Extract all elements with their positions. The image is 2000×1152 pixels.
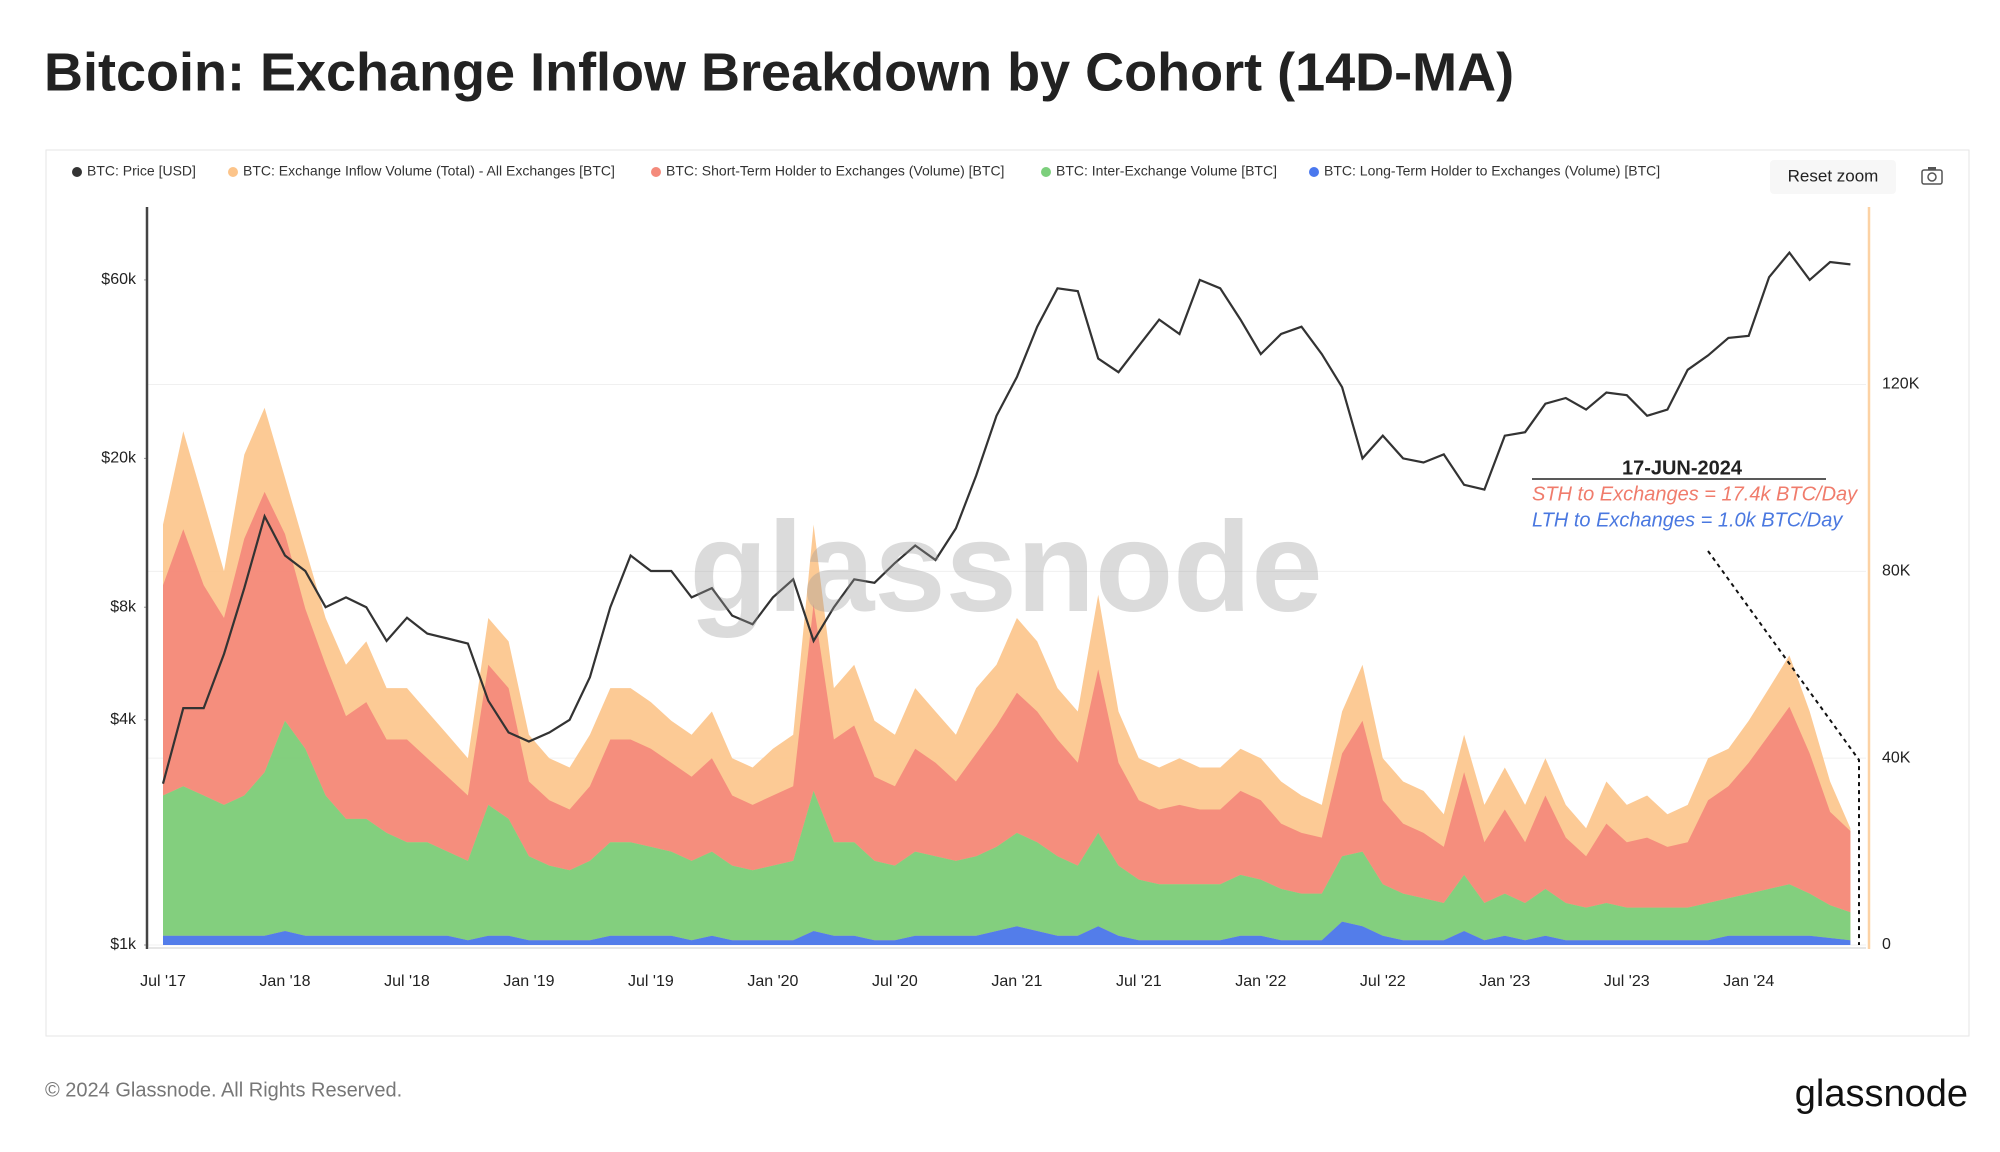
x-tick-label: Jul '20 bbox=[872, 973, 918, 990]
y-tick-label: $8k bbox=[110, 598, 137, 615]
x-tick-label: Jan '24 bbox=[1723, 973, 1774, 990]
x-tick-label: Jul '18 bbox=[384, 973, 430, 990]
y2-tick-label: 120K bbox=[1882, 376, 1920, 393]
y-tick-label: $60k bbox=[101, 271, 137, 288]
chart-frame bbox=[45, 149, 1970, 1037]
legend-label: BTC: Exchange Inflow Volume (Total) - Al… bbox=[243, 163, 615, 179]
x-tick-label: Jan '20 bbox=[747, 973, 798, 990]
legend-label: BTC: Inter-Exchange Volume [BTC] bbox=[1056, 163, 1277, 179]
x-tick-label: Jan '21 bbox=[991, 973, 1042, 990]
reset-zoom-button[interactable] bbox=[1770, 160, 1896, 194]
legend-marker bbox=[651, 167, 661, 177]
y-tick-label: $4k bbox=[110, 711, 137, 728]
annotation-sth: STH to Exchanges = 17.4k BTC/Day bbox=[1532, 483, 1858, 505]
y-tick-label: $20k bbox=[101, 450, 137, 467]
legend-label: BTC: Short-Term Holder to Exchanges (Vol… bbox=[666, 163, 1004, 179]
watermark: glassnode bbox=[689, 496, 1322, 639]
legend-label: BTC: Price [USD] bbox=[87, 163, 196, 179]
camera-icon[interactable] bbox=[1921, 167, 1943, 185]
x-tick-label: Jan '19 bbox=[503, 973, 554, 990]
legend-marker bbox=[72, 167, 82, 177]
stacked-area bbox=[163, 491, 1851, 913]
legend-marker bbox=[228, 167, 238, 177]
y2-tick-label: 40K bbox=[1882, 749, 1911, 766]
legend-marker bbox=[1041, 167, 1051, 177]
y-tick-label: $1k bbox=[110, 936, 137, 953]
y2-tick-label: 80K bbox=[1882, 563, 1911, 580]
x-tick-label: Jul '17 bbox=[140, 973, 186, 990]
plot: 0 40K 80K 120K $1k $4k $8k $20k $60k Jul '17 Jan '… bbox=[101, 207, 1920, 990]
x-tick-label: Jul '19 bbox=[628, 973, 674, 990]
y2-tick-label: 0 bbox=[1882, 936, 1891, 953]
annotation-lth: LTH to Exchanges = 1.0k BTC/Day bbox=[1532, 509, 1843, 531]
x-tick-label: Jan '23 bbox=[1479, 973, 1530, 990]
x-tick-label: Jan '22 bbox=[1235, 973, 1286, 990]
x-tick-label: Jul '23 bbox=[1604, 973, 1650, 990]
reset-zoom-label[interactable]: Reset zoom bbox=[1788, 166, 1879, 185]
x-tick-label: Jul '21 bbox=[1116, 973, 1162, 990]
legend-marker bbox=[1309, 167, 1319, 177]
logo: glassnode bbox=[1795, 1073, 1968, 1115]
price-line bbox=[161, 250, 1851, 784]
annotation-pointer bbox=[1707, 550, 1860, 945]
annotation-date: 17-JUN-2024 bbox=[1622, 457, 1743, 479]
copyright: © 2024 Glassnode. All Rights Reserved. bbox=[45, 1079, 402, 1101]
stacked-area bbox=[163, 720, 1851, 941]
stacked-area bbox=[163, 921, 1851, 945]
x-tick-label: Jan '18 bbox=[259, 973, 310, 990]
legend-label: BTC: Long-Term Holder to Exchanges (Volu… bbox=[1324, 163, 1660, 179]
chart-title: Bitcoin: Exchange Inflow Breakdown by Co… bbox=[44, 42, 1514, 102]
x-tick-label: Jul '22 bbox=[1360, 973, 1406, 990]
